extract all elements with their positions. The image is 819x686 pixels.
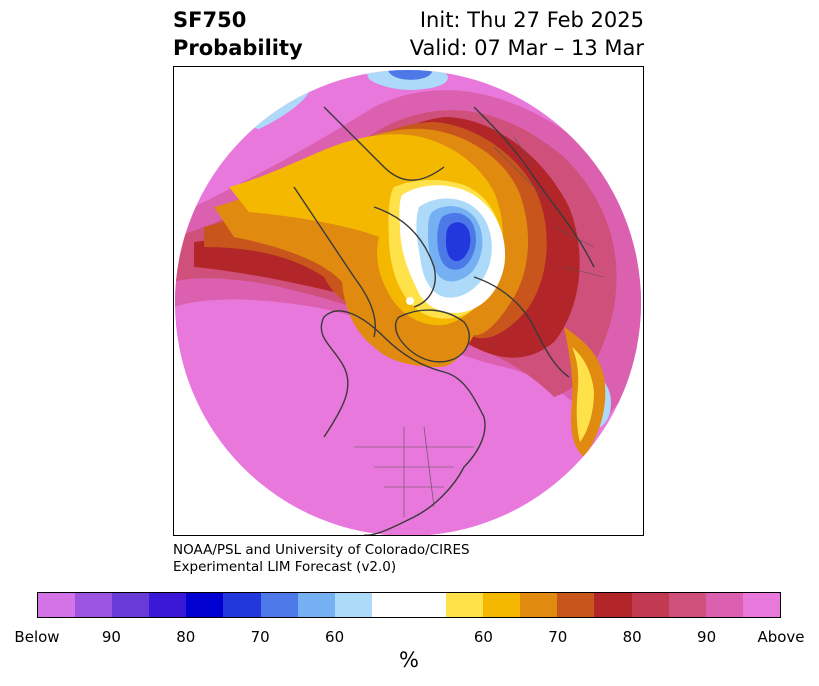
probability-fill	[175, 70, 641, 535]
colorbar-segment	[446, 593, 484, 617]
colorbar-segment	[371, 593, 409, 617]
borders	[354, 136, 605, 517]
colorbar-segment	[668, 593, 706, 617]
colorbar-tick-label: 70	[548, 628, 568, 646]
colorbar-unit-label: %	[399, 648, 419, 672]
colorbar-segment	[742, 593, 780, 617]
map-title-type: Probability	[173, 36, 303, 60]
colorbar-segment	[557, 593, 595, 617]
colorbar-segment	[334, 593, 372, 617]
below-80-region	[446, 222, 471, 262]
small-neutral-spot	[406, 297, 414, 305]
colorbar-segment	[112, 593, 150, 617]
colorbar-segment	[705, 593, 743, 617]
valid-range: Valid: 07 Mar – 13 Mar	[409, 36, 644, 60]
colorbar-segment	[408, 593, 447, 617]
coastlines	[293, 106, 595, 535]
colorbar-tick-label: Below	[14, 628, 60, 646]
colorbar	[37, 592, 781, 618]
map-title-variable: SF750	[173, 8, 247, 32]
colorbar-tick-label: 90	[697, 628, 717, 646]
colorbar-segment	[186, 593, 224, 617]
colorbar-segment	[594, 593, 632, 617]
colorbar-segment	[260, 593, 298, 617]
colorbar-segment	[631, 593, 669, 617]
colorbar-tick-label: 80	[176, 628, 196, 646]
credit-line-1: NOAA/PSL and University of Colorado/CIRE…	[173, 542, 470, 558]
init-date: Init: Thu 27 Feb 2025	[419, 8, 644, 32]
probability-map	[173, 66, 644, 536]
colorbar-tick-label: 70	[250, 628, 270, 646]
colorbar-tick-label: 60	[325, 628, 345, 646]
colorbar-tick-label: 80	[622, 628, 642, 646]
atlantic-ridge-core	[572, 347, 594, 442]
colorbar-segment	[223, 593, 261, 617]
polar-map-svg	[175, 70, 641, 535]
top-below-core	[388, 70, 432, 80]
colorbar-segment	[520, 593, 558, 617]
colorbar-tick-label: Above	[757, 628, 805, 646]
colorbar-segment	[38, 593, 76, 617]
colorbar-segment	[75, 593, 113, 617]
colorbar-segment	[483, 593, 521, 617]
colorbar-tick-label: 90	[101, 628, 121, 646]
colorbar-segment	[297, 593, 335, 617]
colorbar-segment	[149, 593, 187, 617]
colorbar-tick-label: 60	[473, 628, 493, 646]
credit-line-2: Experimental LIM Forecast (v2.0)	[173, 559, 397, 575]
